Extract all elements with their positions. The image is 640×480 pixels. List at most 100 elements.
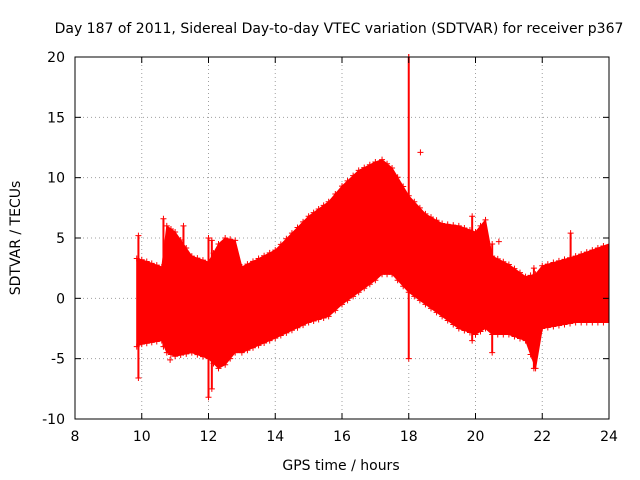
- data-point: [294, 324, 301, 331]
- data-point: [489, 349, 496, 356]
- data-point: [572, 319, 579, 326]
- data-point: [517, 269, 523, 276]
- data-point: [250, 344, 256, 351]
- data-point: [148, 260, 155, 267]
- data-point: [550, 323, 557, 330]
- data-point: [400, 183, 407, 190]
- data-point: [450, 222, 457, 229]
- data-point: [361, 164, 368, 171]
- x-tick-label: 12: [200, 429, 218, 445]
- data-point: [550, 259, 557, 266]
- data-point: [310, 317, 317, 324]
- data-point: [469, 213, 476, 220]
- data-point: [344, 177, 351, 184]
- data-point: [339, 301, 345, 308]
- data-point: [572, 253, 579, 260]
- data-point: [232, 237, 239, 244]
- data-point: [294, 224, 301, 231]
- data-point: [222, 235, 229, 241]
- data-point: [600, 319, 607, 326]
- data-point: [505, 261, 512, 268]
- data-point: [277, 332, 284, 339]
- x-tick-label: 22: [533, 429, 551, 445]
- x-tick-label: 8: [71, 429, 80, 445]
- x-tick-label: 14: [266, 429, 284, 445]
- data-point: [455, 222, 462, 229]
- data-point: [283, 235, 290, 242]
- data-point: [208, 237, 215, 244]
- data-point: [530, 365, 537, 372]
- data-point: [416, 204, 423, 211]
- data-point: [433, 217, 440, 224]
- data-point: [439, 220, 446, 227]
- data-point: [305, 319, 312, 326]
- data-point: [500, 258, 507, 265]
- data-point: [135, 374, 142, 381]
- data-point: [494, 331, 501, 338]
- data-point: [379, 271, 386, 278]
- x-axis-label: GPS time / hours: [282, 458, 399, 474]
- data-point: [325, 313, 332, 320]
- data-point: [310, 209, 317, 216]
- data-point: [261, 252, 268, 259]
- data-point: [384, 271, 391, 278]
- data-outlier: [495, 238, 502, 245]
- data-point: [394, 277, 401, 284]
- data-point: [305, 213, 312, 220]
- data-outlier: [167, 356, 174, 363]
- data-point: [544, 261, 551, 268]
- data-point: [561, 321, 568, 328]
- data-point: [389, 165, 396, 172]
- data-point: [208, 385, 215, 392]
- data-point: [300, 218, 307, 225]
- y-tick-label: 5: [56, 231, 65, 247]
- y-tick-label: -10: [42, 412, 65, 428]
- data-point: [589, 319, 596, 326]
- data-point: [530, 265, 537, 272]
- data-point: [255, 342, 262, 349]
- data-point: [277, 241, 284, 248]
- data-point: [215, 241, 222, 248]
- data-point: [428, 214, 434, 221]
- data-point: [163, 222, 170, 229]
- data-point: [250, 258, 256, 265]
- data-point: [594, 319, 601, 326]
- data-point: [339, 183, 345, 190]
- data-point: [138, 341, 145, 348]
- data-point: [544, 324, 551, 331]
- data-point: [567, 307, 574, 314]
- data-point: [361, 285, 368, 292]
- data-point: [300, 322, 307, 329]
- data-point: [522, 273, 529, 280]
- data-point: [455, 325, 462, 332]
- data-point: [272, 335, 279, 342]
- data-point: [561, 256, 568, 263]
- data-point: [517, 335, 523, 342]
- data-point: [379, 156, 386, 163]
- data-point: [555, 322, 562, 329]
- data-point: [500, 331, 507, 338]
- data-point: [315, 316, 322, 323]
- data-point: [325, 198, 332, 205]
- data-point: [288, 230, 295, 237]
- data-point: [283, 329, 290, 336]
- data-point: [183, 350, 190, 357]
- data-point: [332, 190, 339, 197]
- data-point: [205, 394, 212, 401]
- data-point: [594, 245, 601, 252]
- data-point: [472, 331, 479, 338]
- y-tick-label: 15: [47, 110, 65, 126]
- data-point: [172, 228, 179, 235]
- data-outlier: [417, 149, 424, 156]
- data-point: [238, 349, 245, 356]
- data-point: [188, 349, 195, 356]
- data-point: [344, 297, 351, 304]
- data-point: [288, 327, 295, 334]
- data-point: [366, 161, 373, 168]
- data-point: [384, 160, 391, 167]
- data-point: [578, 319, 585, 326]
- data-point: [444, 221, 451, 228]
- data-point: [428, 305, 434, 312]
- data-point: [416, 297, 423, 304]
